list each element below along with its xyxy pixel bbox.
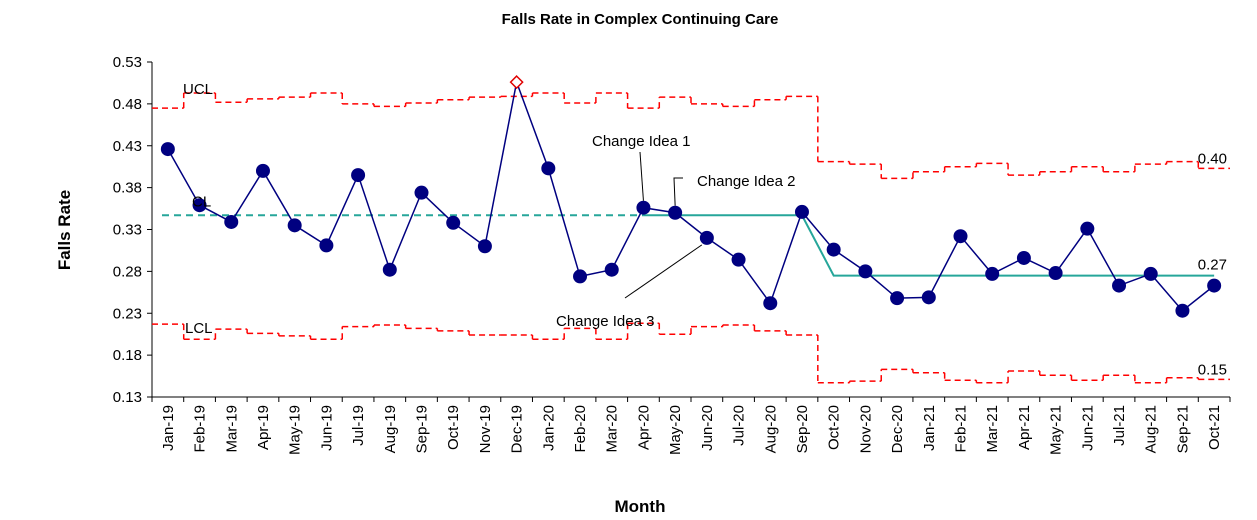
data-point [1016, 250, 1031, 265]
center-end-label: 0.27 [1198, 257, 1227, 274]
annotation: Change Idea 2 [697, 173, 795, 190]
y-tick-label: 0.53 [113, 54, 142, 71]
x-tick-label: Aug-21 [1143, 405, 1160, 453]
y-tick-label: 0.33 [113, 222, 142, 239]
x-tick-label: Mar-20 [604, 405, 621, 453]
annotation: Change Idea 1 [592, 133, 690, 150]
data-point [763, 296, 778, 311]
x-axis-label: Month [615, 497, 666, 516]
data-point [255, 163, 270, 178]
data-point [541, 161, 556, 176]
data-point [953, 229, 968, 244]
y-tick-label: 0.28 [113, 263, 142, 280]
data-point [890, 291, 905, 306]
x-tick-label: Mar-19 [223, 405, 240, 453]
data-point [1048, 266, 1063, 281]
data-point [351, 168, 366, 183]
data-point [1080, 221, 1095, 236]
data-point [731, 252, 746, 267]
data-point [414, 185, 429, 200]
data-point [1143, 266, 1158, 281]
x-tick-label: Jun-21 [1079, 405, 1096, 451]
y-tick-label: 0.13 [113, 389, 142, 406]
x-tick-label: Apr-19 [255, 405, 272, 450]
center-line [643, 214, 1215, 277]
y-tick-label: 0.38 [113, 180, 142, 197]
data-point [921, 290, 936, 305]
x-tick-label: May-21 [1048, 405, 1065, 455]
x-tick-label: Oct-19 [445, 405, 462, 450]
x-tick-label: Aug-20 [762, 405, 779, 453]
x-tick-label: Oct-21 [1206, 405, 1223, 450]
data-point [192, 198, 207, 213]
x-tick-label: Nov-20 [857, 405, 874, 453]
x-tick-label: Dec-20 [889, 405, 906, 453]
x-tick-label: Oct-20 [826, 405, 843, 450]
data-point [319, 238, 334, 253]
data-point [668, 205, 683, 220]
annotation-leader [673, 177, 683, 206]
signal-point [509, 75, 524, 90]
data-point [1112, 278, 1127, 293]
y-tick-label: 0.43 [113, 138, 142, 155]
data-point [446, 215, 461, 230]
data-point [699, 230, 714, 245]
data-point [636, 200, 651, 215]
data-point [604, 262, 619, 277]
x-tick-label: Jan-21 [921, 405, 938, 451]
y-axis-label: Falls Rate [55, 190, 74, 270]
x-tick-label: Nov-19 [477, 405, 494, 453]
data-point [573, 269, 588, 284]
x-tick-label: Apr-21 [1016, 405, 1033, 450]
y-tick-label: 0.23 [113, 305, 142, 322]
x-tick-label: Jun-19 [318, 405, 335, 451]
x-tick-label: Apr-20 [635, 405, 652, 450]
annotation-leader [639, 151, 644, 201]
data-point [287, 218, 302, 233]
x-tick-label: Jan-20 [540, 405, 557, 451]
data-line [167, 79, 1215, 312]
data-point [382, 262, 397, 277]
series-label: LCL [185, 320, 213, 337]
x-tick-label: Aug-19 [382, 405, 399, 453]
series-label: UCL [183, 81, 213, 98]
annotation-leader [624, 244, 703, 299]
series-label: CL [192, 193, 211, 210]
x-tick-label: Jul-21 [1111, 405, 1128, 446]
x-tick-label: Jun-20 [699, 405, 716, 451]
x-tick-label: Feb-19 [192, 405, 209, 453]
x-tick-label: Sep-21 [1174, 405, 1191, 453]
x-tick-label: May-20 [667, 405, 684, 455]
chart-title: Falls Rate in Complex Continuing Care [502, 11, 779, 28]
x-tick-label: Jan-19 [160, 405, 177, 451]
x-tick-label: May-19 [287, 405, 304, 455]
data-point [1175, 303, 1190, 318]
x-tick-label: Dec-19 [509, 405, 526, 453]
data-point [794, 204, 809, 219]
annotation: Change Idea 3 [556, 313, 654, 330]
x-tick-label: Sep-19 [414, 405, 431, 453]
data-point [477, 239, 492, 254]
x-tick-label: Jul-20 [731, 405, 748, 446]
y-tick-label: 0.48 [113, 96, 142, 113]
x-tick-label: Sep-20 [794, 405, 811, 453]
x-tick-label: Mar-21 [984, 405, 1001, 453]
data-point [1207, 278, 1222, 293]
x-tick-label: Feb-20 [572, 405, 589, 453]
data-point [224, 214, 239, 229]
limit-end-label: 0.40 [1198, 150, 1227, 167]
limit-end-label: 0.15 [1198, 361, 1227, 378]
data-point [160, 142, 175, 157]
data-point [858, 264, 873, 279]
data-point [985, 266, 1000, 281]
data-point [826, 242, 841, 257]
x-tick-label: Feb-21 [953, 405, 970, 453]
y-tick-label: 0.18 [113, 347, 142, 364]
x-tick-label: Jul-19 [350, 405, 367, 446]
